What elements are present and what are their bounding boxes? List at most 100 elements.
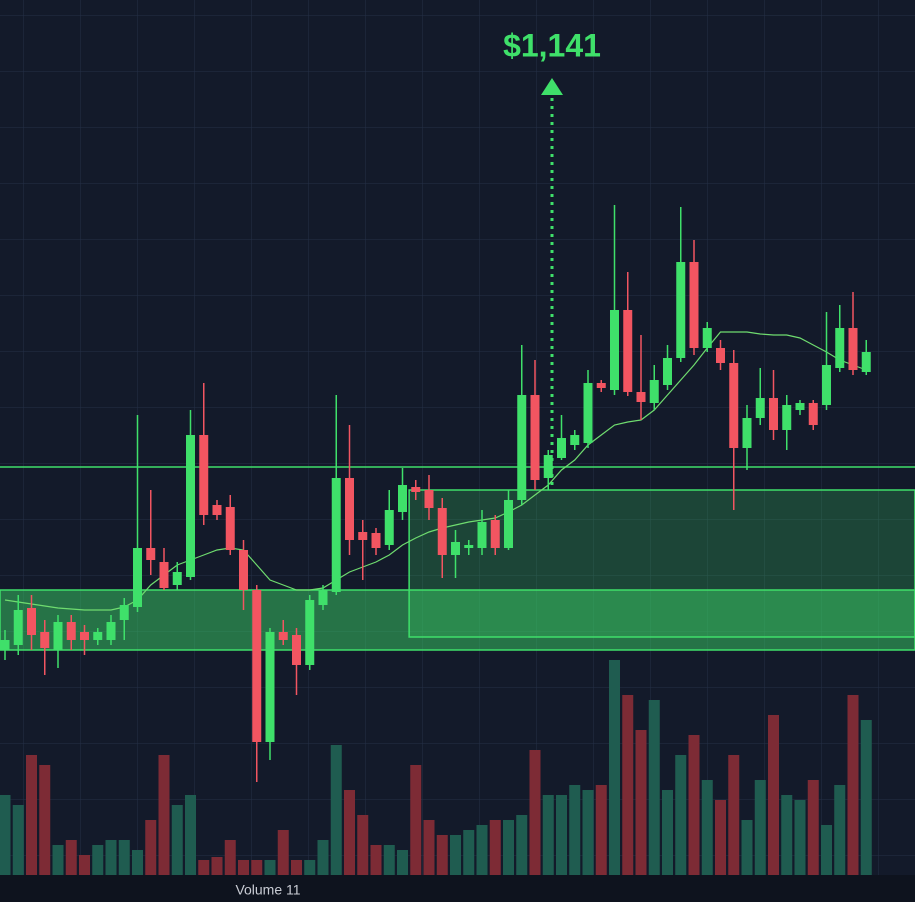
volume-bar: [635, 730, 647, 875]
volume-bar: [344, 790, 355, 875]
volume-bar: [224, 840, 236, 875]
volume-bar: [304, 860, 316, 875]
arrow-head: [541, 78, 563, 95]
volume-bar: [821, 825, 832, 875]
annotation: $1,141: [503, 27, 601, 63]
volume-bar: [569, 785, 581, 875]
candle-body: [557, 438, 566, 458]
candle-body: [53, 622, 63, 650]
volume-bar: [370, 845, 382, 875]
volume-bar: [105, 840, 117, 875]
candle-body: [530, 395, 540, 480]
candle-body: [596, 383, 606, 388]
candle-body: [702, 328, 712, 348]
volume-bar: [357, 815, 369, 875]
candle-body: [649, 380, 659, 403]
candle-body: [795, 403, 805, 410]
volume-bar: [648, 700, 660, 875]
volume-bar: [622, 695, 634, 875]
volume-bar: [291, 860, 302, 875]
volume-bar: [476, 825, 488, 875]
candle-body: [278, 632, 288, 640]
candle-body: [610, 310, 619, 390]
volume-bar: [529, 750, 541, 875]
volume-bar: [158, 755, 170, 875]
candle-body: [119, 605, 129, 620]
candle-body: [146, 548, 156, 560]
volume-bar: [383, 845, 395, 875]
candle-body: [225, 507, 235, 550]
candle-body: [318, 590, 328, 605]
volume-bar: [397, 850, 408, 875]
candle-body: [663, 358, 672, 385]
volume-bar: [79, 855, 90, 875]
volume-bar: [794, 800, 806, 875]
candle-body: [835, 328, 845, 368]
volume-bar: [264, 860, 276, 875]
candle-body: [172, 572, 182, 585]
candle-body: [212, 505, 222, 515]
candle-body: [345, 478, 354, 540]
volume-bar: [185, 795, 196, 875]
volume-bar: [688, 735, 700, 875]
volume-bar: [12, 805, 24, 875]
volume-bar: [423, 820, 435, 875]
zone: [408, 489, 915, 638]
candle-body: [371, 533, 381, 548]
volume-bar: [834, 785, 846, 875]
candle-body: [424, 490, 434, 508]
volume-bar: [171, 805, 183, 875]
volume-bar: [317, 840, 329, 875]
candle-body: [159, 562, 169, 588]
candle-body: [848, 328, 858, 370]
candle-body: [570, 435, 580, 445]
candle-body: [543, 455, 553, 478]
volume-bar: [715, 800, 726, 875]
candle-body: [384, 510, 394, 545]
candle-body: [636, 392, 646, 402]
volume-bar: [211, 857, 223, 875]
moving-average: [4, 331, 867, 611]
candle-body: [80, 632, 89, 640]
candle-body: [729, 363, 739, 448]
candle-body: [437, 508, 447, 555]
volume-bar: [741, 820, 753, 875]
candle-body: [265, 632, 275, 742]
volume-bar: [489, 820, 501, 875]
volume-bar: [65, 840, 77, 875]
volume-bar: [52, 845, 64, 875]
volume-bar: [701, 780, 713, 875]
candle-body: [490, 520, 500, 548]
volume-bar: [807, 780, 819, 875]
volume-label: Volume 11: [235, 882, 300, 898]
volume-bar: [238, 860, 249, 875]
volume-bar: [436, 835, 448, 875]
candle-body: [411, 487, 421, 492]
volume-bar: [754, 780, 766, 875]
volume-bar: [0, 795, 11, 875]
volume-bar: [277, 830, 289, 875]
volume-bar: [516, 815, 528, 875]
candle-body: [133, 548, 142, 607]
volume-bar: [542, 795, 554, 875]
candle-body: [623, 310, 633, 392]
candle-body: [27, 608, 36, 635]
footer-strip: [0, 875, 915, 902]
volume-bar: [556, 795, 567, 875]
volume-bar: [582, 790, 594, 875]
volume-bar: [781, 795, 793, 875]
volume-bar: [330, 745, 342, 875]
candle-body: [517, 395, 527, 500]
candle-body: [755, 398, 765, 418]
volume-bar: [145, 820, 157, 875]
volume-bar: [860, 720, 872, 875]
candle-body: [239, 550, 248, 590]
candle-body: [782, 405, 792, 430]
candle-body: [464, 545, 474, 548]
candle-body: [451, 542, 460, 555]
candle-body: [676, 262, 686, 358]
candle-body: [583, 383, 593, 443]
candle-body: [358, 532, 368, 540]
volume-bar: [503, 820, 514, 875]
volume-bar: [609, 660, 620, 875]
